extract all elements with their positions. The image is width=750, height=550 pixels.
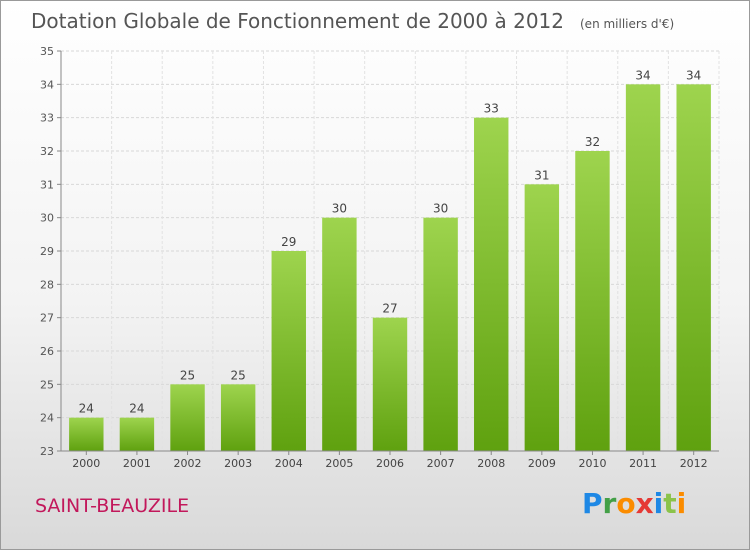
bar-2006	[372, 317, 408, 451]
value-label: 34	[686, 68, 701, 82]
bar-2002	[170, 384, 205, 451]
logo-letter: o	[616, 487, 636, 520]
value-label: 25	[231, 368, 246, 382]
bars: 24 24 25 25 29 30 27 30 33 31 32 34 34	[69, 68, 711, 452]
value-label: 32	[585, 135, 600, 149]
x-tick-label: 2011	[629, 457, 657, 470]
logo-letter: t	[663, 487, 677, 520]
value-label: 27	[382, 302, 397, 316]
y-tick-label: 28	[40, 278, 54, 291]
chart-unit: (en milliers d'€)	[580, 17, 675, 31]
y-tick-label: 25	[40, 378, 54, 391]
y-tick-label: 34	[40, 78, 54, 91]
x-tick-label: 2007	[427, 457, 455, 470]
logo-letter: x	[635, 487, 654, 520]
bar-2007	[423, 217, 458, 451]
value-label: 34	[635, 68, 650, 82]
x-tick-label: 2002	[174, 457, 202, 470]
x-tick-label: 2004	[275, 457, 303, 470]
y-tick-label: 27	[40, 312, 54, 325]
proxiti-logo[interactable]: Proxiti	[582, 487, 686, 520]
value-label: 33	[484, 102, 499, 116]
title-row: Dotation Globale de Fonctionnement de 20…	[31, 9, 674, 33]
bar-2005	[322, 217, 357, 451]
value-label: 25	[180, 368, 195, 382]
bar-2008	[474, 117, 509, 452]
value-label: 24	[79, 402, 94, 416]
x-axis: 2000 2001 2002 2003 2004 2005 2006 2007 2008 2009…	[61, 450, 719, 470]
value-label: 30	[332, 202, 347, 216]
x-tick-label: 2003	[224, 457, 252, 470]
logo-letter: P	[582, 487, 603, 520]
x-tick-label: 2000	[72, 457, 100, 470]
bar-2009	[524, 184, 560, 452]
bar-2004	[271, 251, 306, 451]
x-tick-label: 2006	[376, 457, 404, 470]
logo-letter: i	[653, 487, 664, 520]
bar-2003	[220, 384, 256, 451]
x-tick-label: 2010	[578, 457, 606, 470]
value-label: 31	[534, 168, 549, 182]
logo-letter: r	[602, 487, 617, 520]
x-tick-label: 2009	[528, 457, 556, 470]
value-label: 29	[281, 235, 296, 249]
y-axis: 23 24 25 26 27 28 29 30 31 32 33 34 35	[40, 45, 62, 458]
y-tick-label: 30	[40, 212, 54, 225]
logo-letter: i	[676, 487, 687, 520]
y-tick-label: 23	[40, 445, 54, 458]
value-label: 24	[129, 402, 144, 416]
y-tick-label: 35	[40, 45, 54, 58]
bar-2001	[119, 417, 155, 451]
y-tick-label: 29	[40, 245, 54, 258]
bar-2000	[69, 417, 104, 451]
y-tick-label: 24	[40, 412, 54, 425]
commune-name: SAINT-BEAUZILE	[35, 495, 190, 517]
bar-2011	[625, 84, 661, 451]
y-tick-label: 33	[40, 112, 54, 125]
x-tick-label: 2005	[325, 457, 353, 470]
chart-title: Dotation Globale de Fonctionnement de 20…	[31, 9, 564, 33]
y-tick-label: 31	[40, 178, 54, 191]
bar-2012	[676, 84, 711, 451]
y-tick-label: 26	[40, 345, 54, 358]
y-tick-label: 32	[40, 145, 54, 158]
x-tick-label: 2012	[680, 457, 708, 470]
bar-2010	[575, 151, 610, 451]
x-tick-label: 2008	[477, 457, 505, 470]
value-label: 30	[433, 202, 448, 216]
x-tick-label: 2001	[123, 457, 151, 470]
